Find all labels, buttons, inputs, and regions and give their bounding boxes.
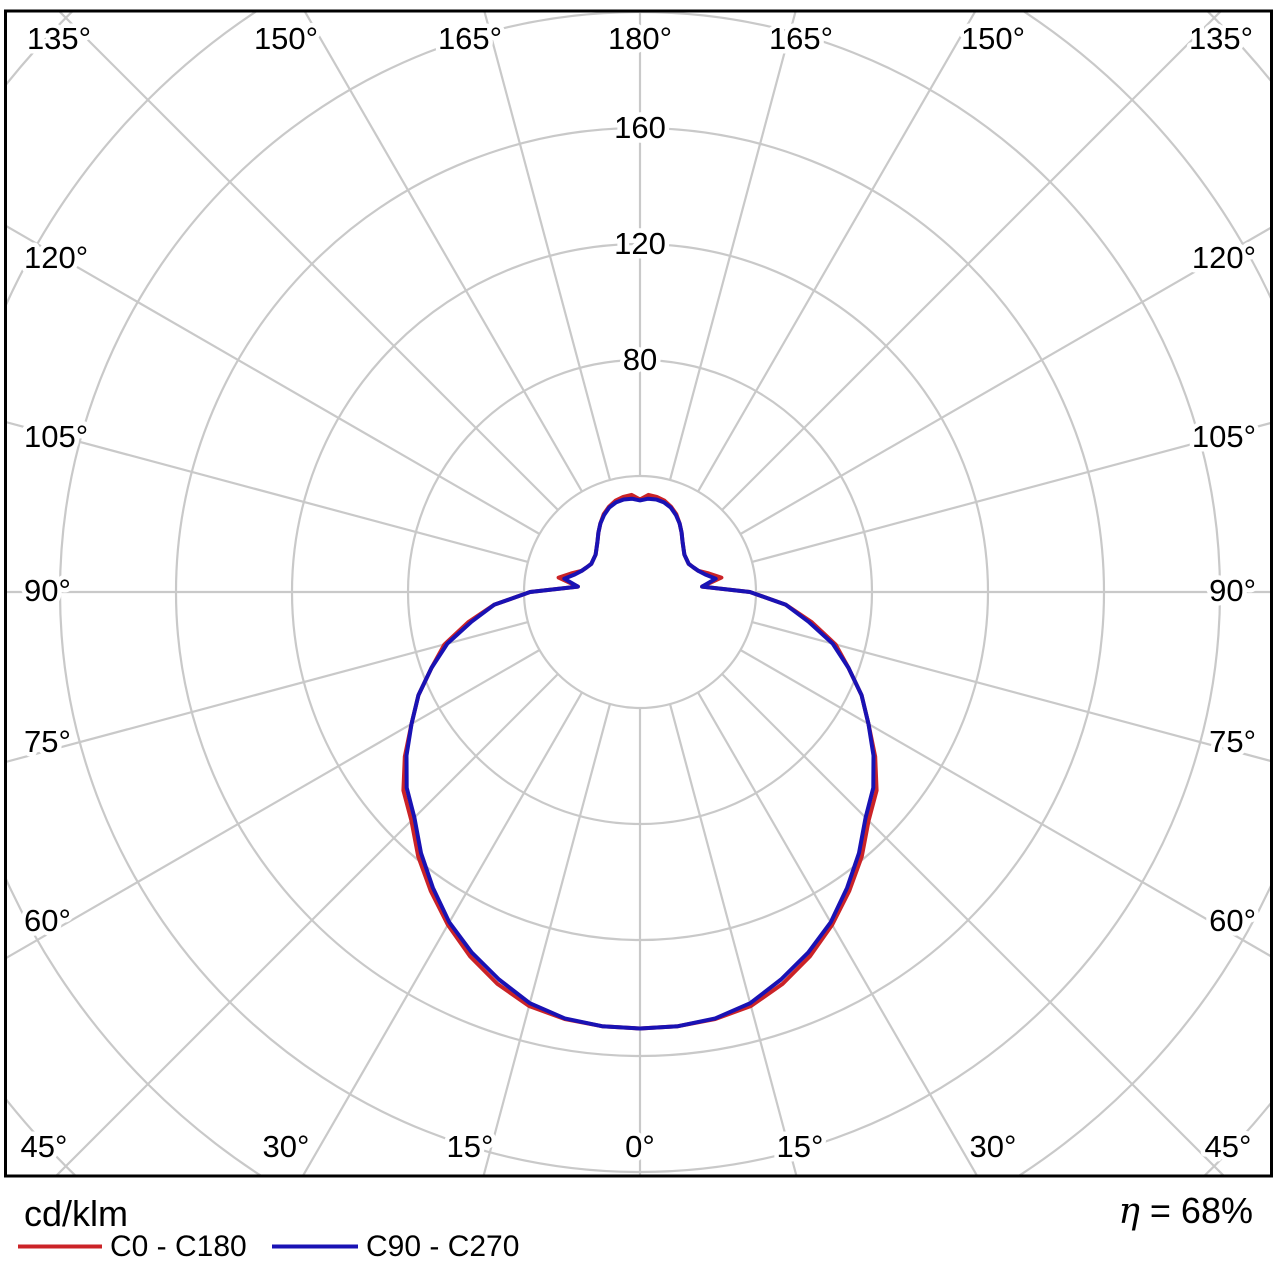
- angle-label: 90°: [1209, 573, 1256, 608]
- grid-spoke: [7, 225, 541, 535]
- angle-label: 45°: [21, 1129, 68, 1164]
- angle-label: 105°: [24, 419, 88, 454]
- angle-label: 75°: [24, 724, 71, 759]
- angle-label: 75°: [1209, 724, 1256, 759]
- radial-tick-label: 160: [614, 110, 666, 145]
- grid-spoke: [483, 12, 612, 481]
- grid-spoke: [302, 691, 583, 1175]
- curve-c90-c270: [404, 496, 876, 1031]
- plot-frame: [4, 9, 1273, 1178]
- angle-label: 165°: [769, 21, 833, 56]
- efficiency-value: = 68%: [1140, 1190, 1253, 1231]
- angle-label: 30°: [263, 1129, 310, 1164]
- angle-label: 120°: [1192, 240, 1256, 275]
- grid-spoke: [697, 12, 976, 493]
- grid-spoke: [482, 703, 612, 1175]
- radial-tick-label: 80: [623, 342, 657, 377]
- angle-label: 45°: [1205, 1129, 1252, 1164]
- grid-spoke: [7, 620, 529, 763]
- angle-label: 135°: [27, 21, 91, 56]
- grid-spoke: [304, 12, 583, 493]
- angle-label: 150°: [961, 21, 1025, 56]
- grid-spoke: [7, 421, 529, 564]
- legend-label-c0-c180: C0 - C180: [110, 1230, 247, 1263]
- radial-tick-label: 120: [614, 226, 666, 261]
- grid-spoke: [751, 421, 1271, 564]
- grid-spoke: [7, 649, 541, 959]
- grid-spoke: [697, 691, 978, 1175]
- angle-label: 150°: [254, 21, 318, 56]
- angle-label: 15°: [777, 1129, 824, 1164]
- angle-label: 60°: [24, 903, 71, 938]
- grid-spoke: [739, 649, 1271, 958]
- axis-labels: 80 120 160 135° 150° 165° 180° 165° 150° 135° 45° 3…: [16, 17, 1260, 1169]
- grid-spoke: [721, 12, 1222, 511]
- eta-symbol: η: [1118, 1191, 1140, 1232]
- grid-spoke: [739, 226, 1271, 535]
- angle-label: 30°: [970, 1129, 1017, 1164]
- angle-label: 15°: [447, 1129, 494, 1164]
- angle-label: 120°: [24, 240, 88, 275]
- angle-label: 165°: [438, 21, 502, 56]
- grid-spoke: [668, 12, 797, 481]
- legend-label-c90-c270: C90 - C270: [366, 1230, 519, 1263]
- intensity-curves: [401, 492, 879, 1031]
- unit-label: cd/klm: [24, 1193, 128, 1234]
- efficiency-label: η = 68%: [1118, 1190, 1253, 1232]
- angle-label: 180°: [608, 21, 672, 56]
- angle-label: 135°: [1189, 21, 1253, 56]
- grid-spoke: [751, 620, 1271, 763]
- grid-spoke: [721, 673, 1225, 1175]
- angle-label: 90°: [24, 573, 71, 608]
- grid-spoke: [55, 673, 559, 1175]
- grid-spoke: [58, 12, 559, 511]
- angle-label: 105°: [1192, 419, 1256, 454]
- angle-label: 60°: [1209, 903, 1256, 938]
- angle-label: 0°: [625, 1129, 655, 1164]
- grid-spoke: [668, 703, 798, 1175]
